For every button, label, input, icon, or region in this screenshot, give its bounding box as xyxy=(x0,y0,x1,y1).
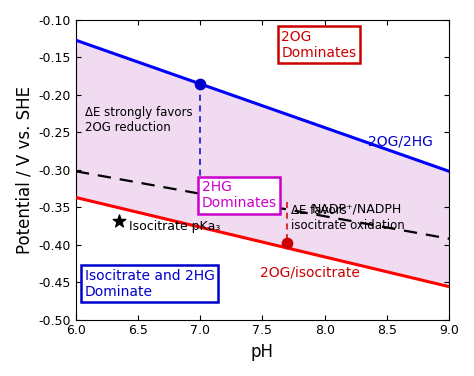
Text: Δ​E favors
isocitrate oxidation: Δ​E favors isocitrate oxidation xyxy=(291,204,405,232)
Text: NADP⁺/NADPH: NADP⁺/NADPH xyxy=(312,202,402,215)
X-axis label: pH: pH xyxy=(251,343,274,361)
Point xyxy=(197,81,204,87)
Text: Isocitrate and 2HG
Dominate: Isocitrate and 2HG Dominate xyxy=(85,269,215,299)
Text: 2HG
Dominates: 2HG Dominates xyxy=(201,180,277,211)
Text: 2OG/2HG: 2OG/2HG xyxy=(368,134,433,148)
Point xyxy=(283,240,291,246)
Text: 2OG/isocitrate: 2OG/isocitrate xyxy=(260,265,360,279)
Text: Isocitrate pΚa₃: Isocitrate pΚa₃ xyxy=(129,220,221,233)
Text: 2OG
Dominates: 2OG Dominates xyxy=(281,30,356,60)
Text: Δ​E strongly favors
2OG reduction: Δ​E strongly favors 2OG reduction xyxy=(85,106,192,133)
Y-axis label: Potential / V vs. SHE: Potential / V vs. SHE xyxy=(15,86,33,254)
Point xyxy=(116,218,123,224)
